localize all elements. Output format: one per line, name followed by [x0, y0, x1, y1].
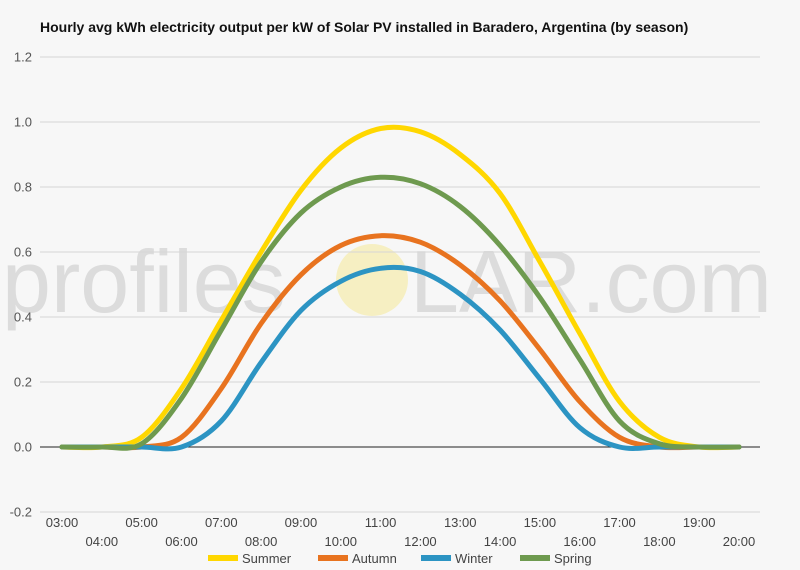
x-tick-label: 10:00: [324, 534, 357, 549]
legend-swatch: [208, 555, 238, 561]
x-tick-label: 12:00: [404, 534, 437, 549]
gridlines: [40, 56, 760, 513]
legend-swatch: [520, 555, 550, 561]
series-line-summer: [59, 124, 742, 451]
legend-item-spring[interactable]: Spring: [520, 551, 592, 566]
y-tick-label: -0.2: [10, 505, 32, 520]
legend-label: Winter: [455, 551, 493, 566]
legend-item-autumn[interactable]: Autumn: [318, 551, 397, 566]
series-line-spring: [59, 174, 742, 451]
x-tick-label: 08:00: [245, 534, 278, 549]
y-tick-label: 1.0: [14, 115, 32, 130]
watermark: profiles LAR.com: [2, 232, 772, 331]
legend-swatch: [318, 555, 348, 561]
series-line-winter: [59, 264, 742, 452]
x-tick-label: 14:00: [484, 534, 517, 549]
legend-label: Autumn: [352, 551, 397, 566]
x-tick-label: 09:00: [285, 515, 318, 530]
legend-swatch: [421, 555, 451, 561]
y-tick-label: 0.8: [14, 180, 32, 195]
x-tick-label: 07:00: [205, 515, 238, 530]
x-tick-label: 20:00: [723, 534, 756, 549]
x-tick-label: 19:00: [683, 515, 716, 530]
y-tick-label: 1.2: [14, 50, 32, 65]
x-tick-label: 18:00: [643, 534, 676, 549]
x-tick-label: 13:00: [444, 515, 477, 530]
legend-item-summer[interactable]: Summer: [208, 551, 292, 566]
watermark-sun-icon: [336, 244, 408, 316]
y-tick-label: 0.4: [14, 310, 32, 325]
legend-label: Spring: [554, 551, 592, 566]
x-tick-label: 04:00: [86, 534, 119, 549]
legend-label: Summer: [242, 551, 292, 566]
y-axis: -0.2 0.0 0.2 0.4 0.6 0.8 1.0 1.2: [10, 50, 32, 520]
x-tick-label: 11:00: [365, 515, 397, 530]
y-tick-label: 0.0: [14, 440, 32, 455]
x-tick-label: 06:00: [165, 534, 198, 549]
legend-item-winter[interactable]: Winter: [421, 551, 493, 566]
watermark-text-right: LAR.com: [410, 232, 772, 331]
series-lines: [59, 124, 742, 452]
x-tick-label: 03:00: [46, 515, 79, 530]
x-tick-label: 17:00: [603, 515, 636, 530]
watermark-text-left: profiles: [2, 232, 286, 331]
x-tick-label: 15:00: [524, 515, 557, 530]
chart-title: Hourly avg kWh electricity output per kW…: [40, 19, 689, 35]
legend[interactable]: Summer Autumn Winter Spring: [208, 551, 592, 566]
y-tick-label: 0.6: [14, 245, 32, 260]
y-tick-label: 0.2: [14, 375, 32, 390]
x-axis: 03:00 04:00 05:00 06:00 07:00 08:00 09:00 10:00…: [46, 515, 756, 549]
x-tick-label: 16:00: [563, 534, 596, 549]
x-tick-label: 05:00: [125, 515, 158, 530]
series-line-autumn: [59, 233, 742, 451]
